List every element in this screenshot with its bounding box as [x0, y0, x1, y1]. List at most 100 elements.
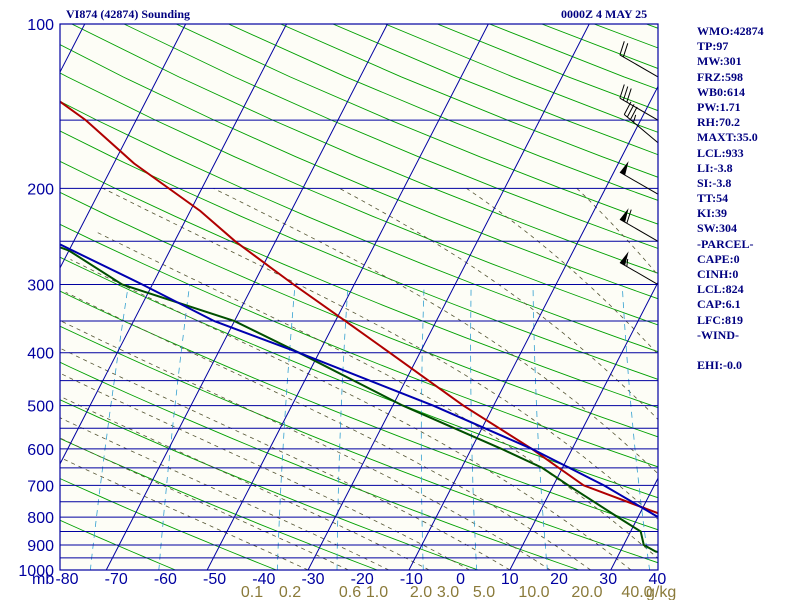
temperature-tick-label: -50	[203, 571, 226, 588]
index-line: TT:54	[697, 191, 729, 206]
index-line: CINH:0	[697, 267, 739, 281]
temperature-tick-label: 10	[501, 571, 519, 588]
isotherm-line	[610, 477, 658, 570]
chart-grid	[60, 24, 658, 570]
moist-adiabat-line	[60, 395, 430, 570]
temperature-tick-label: 30	[599, 571, 617, 588]
isotherm-line	[60, 24, 288, 465]
dry-adiabat-line	[60, 160, 658, 409]
index-line: SI:-3.8	[697, 175, 732, 190]
index-line: -PARCEL-	[697, 236, 754, 251]
dry-adiabat-line	[60, 478, 278, 570]
wind-barb-flag	[619, 208, 629, 223]
dry-adiabat-line	[60, 437, 379, 570]
dry-adiabat-line	[60, 290, 658, 531]
dry-adiabat-line	[60, 256, 658, 499]
isotherm-line	[60, 24, 187, 270]
mixing-ratio-line	[336, 284, 349, 570]
dry-adiabat-line	[60, 325, 658, 564]
moist-adiabat-line	[60, 437, 349, 570]
index-line: RH:70.2	[697, 115, 740, 130]
wind-barb-feather	[619, 84, 625, 99]
dry-adiabat-line	[60, 44, 658, 300]
index-line: WB0:614	[697, 84, 745, 99]
mixing-ratio-label: 3.0	[437, 584, 459, 600]
chart-background	[60, 24, 658, 570]
moist-adiabat-line	[65, 291, 591, 570]
mixing-ratio-line	[532, 284, 548, 570]
index-line: CAP:6.1	[697, 297, 741, 312]
mixing-ratio-label: 0.6	[339, 584, 361, 600]
pressure-tick-label: 700	[27, 478, 54, 495]
dry-adiabat-line	[60, 399, 480, 570]
mixing-ratio-line	[470, 284, 478, 570]
observation-time: 0000Z 4 MAY 25	[561, 7, 648, 21]
moist-adiabat-line	[60, 417, 389, 570]
chart-title: VI874 (42874) Sounding	[66, 7, 191, 21]
pressure-tick-label: 800	[27, 510, 54, 527]
mixing-ratio-label: 1.0	[366, 584, 388, 600]
pressure-tick-label: 500	[27, 399, 54, 416]
index-line: PW:1.71	[697, 99, 741, 114]
wind-barb-shaft	[619, 97, 659, 121]
temperature-tick-label: 0	[456, 571, 465, 588]
dry-adiabat-line	[71, 24, 658, 274]
isotherm-line	[509, 281, 658, 570]
wind-barb-shaft	[623, 114, 659, 144]
mixing-ratio-label: 2.0	[410, 584, 432, 600]
wind-barb-flag	[619, 251, 629, 266]
mixing-ratio-label: 10.0	[518, 584, 549, 600]
temperature-tick-label: 20	[550, 571, 568, 588]
moist-adiabat-line	[339, 188, 658, 421]
pressure-tick-label: 300	[27, 278, 54, 295]
mixing-ratio-label: 5.0	[473, 584, 495, 600]
index-line: CAPE:0	[697, 251, 740, 266]
plot-border	[59, 23, 659, 571]
wind-barb-shaft	[619, 54, 659, 78]
mixing-ratio-line	[420, 284, 425, 570]
temperature-tick-label: -20	[351, 571, 374, 588]
index-line	[697, 343, 764, 358]
isotherm-line	[206, 24, 489, 570]
index-line: LFC:819	[697, 312, 743, 327]
wind-barb-feather	[626, 209, 632, 224]
dry-adiabat-line	[60, 191, 658, 438]
dry-adiabat-line	[60, 72, 658, 326]
mixing-ratio-line	[276, 284, 296, 570]
stability-indices: WMO:42874 TP:97 MW:301 FRZ:598 WB0:614 PW:1.7…	[697, 24, 764, 373]
temperature-tick-label: 40	[649, 571, 667, 588]
wind-barb-feather	[629, 106, 638, 120]
dry-adiabat-line	[60, 100, 658, 353]
pressure-tick-label: 1000	[18, 563, 54, 580]
parcel-line	[60, 243, 658, 519]
dry-adiabat-line	[60, 519, 177, 570]
pressure-tick-label: 900	[27, 538, 54, 555]
wind-barb-feather	[623, 101, 632, 115]
wind-barb-flag	[619, 161, 629, 176]
index-line: MAXT:35.0	[697, 130, 758, 145]
index-line: KI:39	[697, 206, 727, 221]
plot-area	[60, 24, 658, 570]
index-line: SW:304	[697, 221, 738, 236]
index-line: LCL:824	[697, 282, 744, 297]
moist-adiabat-line	[60, 347, 511, 570]
mixing-ratio-label: 20.0	[571, 584, 602, 600]
wind-barb-feather	[633, 114, 637, 123]
mixing-ratio-label: 0.1	[241, 584, 263, 600]
dry-adiabat-line	[60, 130, 658, 380]
temperature-tick-label: -10	[400, 571, 423, 588]
pressure-unit-label: mb	[32, 571, 54, 588]
index-line: LCL:933	[697, 145, 744, 160]
temperature-tick-label: -60	[154, 571, 177, 588]
index-line: LI:-3.8	[697, 160, 733, 175]
index-line: MW:301	[697, 54, 742, 69]
temperature-tick-label: -40	[252, 571, 275, 588]
wind-barb-feather	[626, 88, 632, 103]
wind-barb-feather	[622, 43, 629, 58]
isotherm-line	[105, 24, 389, 570]
index-line: -WIND-	[697, 327, 739, 342]
index-line: FRZ:598	[697, 69, 743, 84]
mixing-ratio-unit: g/kg	[646, 584, 676, 600]
